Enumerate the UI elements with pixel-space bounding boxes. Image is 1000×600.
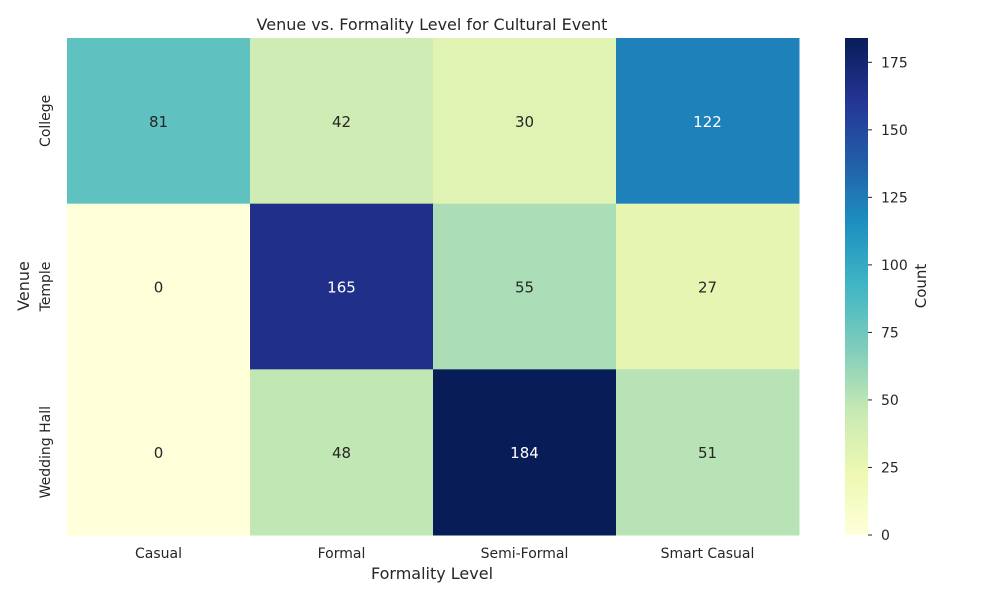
y-tick-label: Temple bbox=[38, 262, 54, 313]
y-tick-label: College bbox=[38, 95, 54, 147]
cell-value-label: 42 bbox=[332, 113, 351, 131]
heatmap-cell bbox=[250, 369, 434, 536]
colorbar-tick-label: 150 bbox=[881, 123, 908, 139]
x-tick-label: Formal bbox=[318, 546, 366, 562]
heatmap-cell bbox=[433, 203, 617, 370]
cell-value-label: 55 bbox=[515, 279, 534, 297]
heatmap-cell bbox=[67, 38, 251, 205]
colorbar bbox=[845, 38, 868, 535]
heatmap-cell bbox=[250, 38, 434, 205]
cell-value-label: 122 bbox=[693, 113, 722, 131]
heatmap-cell bbox=[433, 38, 617, 205]
heatmap-cell bbox=[616, 203, 800, 370]
heatmap-cell bbox=[250, 203, 434, 370]
colorbar-label: Count bbox=[912, 264, 930, 309]
heatmap-cell bbox=[616, 38, 800, 205]
heatmap-cell bbox=[67, 203, 251, 370]
y-axis-ticks: College Temple Wedding Hall bbox=[38, 95, 54, 499]
y-tick-label: Wedding Hall bbox=[38, 406, 54, 498]
heatmap-cell bbox=[67, 369, 251, 536]
cell-value-label: 0 bbox=[154, 279, 164, 297]
heatmap-cell-labels: 81 42 30 122 0 165 55 27 0 48 184 51 bbox=[149, 113, 722, 462]
cell-value-label: 165 bbox=[327, 279, 356, 297]
x-tick-label: Casual bbox=[135, 546, 182, 562]
y-axis-label: Venue bbox=[14, 261, 33, 311]
colorbar-tick-label: 175 bbox=[881, 55, 908, 71]
colorbar-tick-label: 0 bbox=[881, 528, 890, 544]
heatmap-cell bbox=[616, 369, 800, 536]
colorbar-tick-label: 100 bbox=[881, 258, 908, 274]
colorbar-tick-label: 50 bbox=[881, 393, 899, 409]
cell-value-label: 81 bbox=[149, 113, 168, 131]
colorbar-ticks: 0 25 50 75 100 125 150 175 bbox=[868, 55, 908, 544]
heatmap-cell bbox=[433, 369, 617, 536]
x-axis-ticks: Casual Formal Semi-Formal Smart Casual bbox=[135, 546, 754, 562]
cell-value-label: 51 bbox=[698, 444, 717, 462]
cell-value-label: 0 bbox=[154, 444, 164, 462]
x-axis-label: Formality Level bbox=[371, 564, 493, 583]
colorbar-tick-label: 125 bbox=[881, 190, 908, 206]
cell-value-label: 30 bbox=[515, 113, 534, 131]
heatmap-cells bbox=[67, 38, 800, 536]
x-tick-label: Smart Casual bbox=[661, 546, 755, 562]
colorbar-tick-label: 75 bbox=[881, 325, 899, 341]
cell-value-label: 48 bbox=[332, 444, 351, 462]
x-tick-label: Semi-Formal bbox=[481, 546, 569, 562]
colorbar-tick-label: 25 bbox=[881, 460, 899, 476]
chart-title: Venue vs. Formality Level for Cultural E… bbox=[257, 15, 608, 34]
cell-value-label: 27 bbox=[698, 279, 717, 297]
cell-value-label: 184 bbox=[510, 444, 539, 462]
